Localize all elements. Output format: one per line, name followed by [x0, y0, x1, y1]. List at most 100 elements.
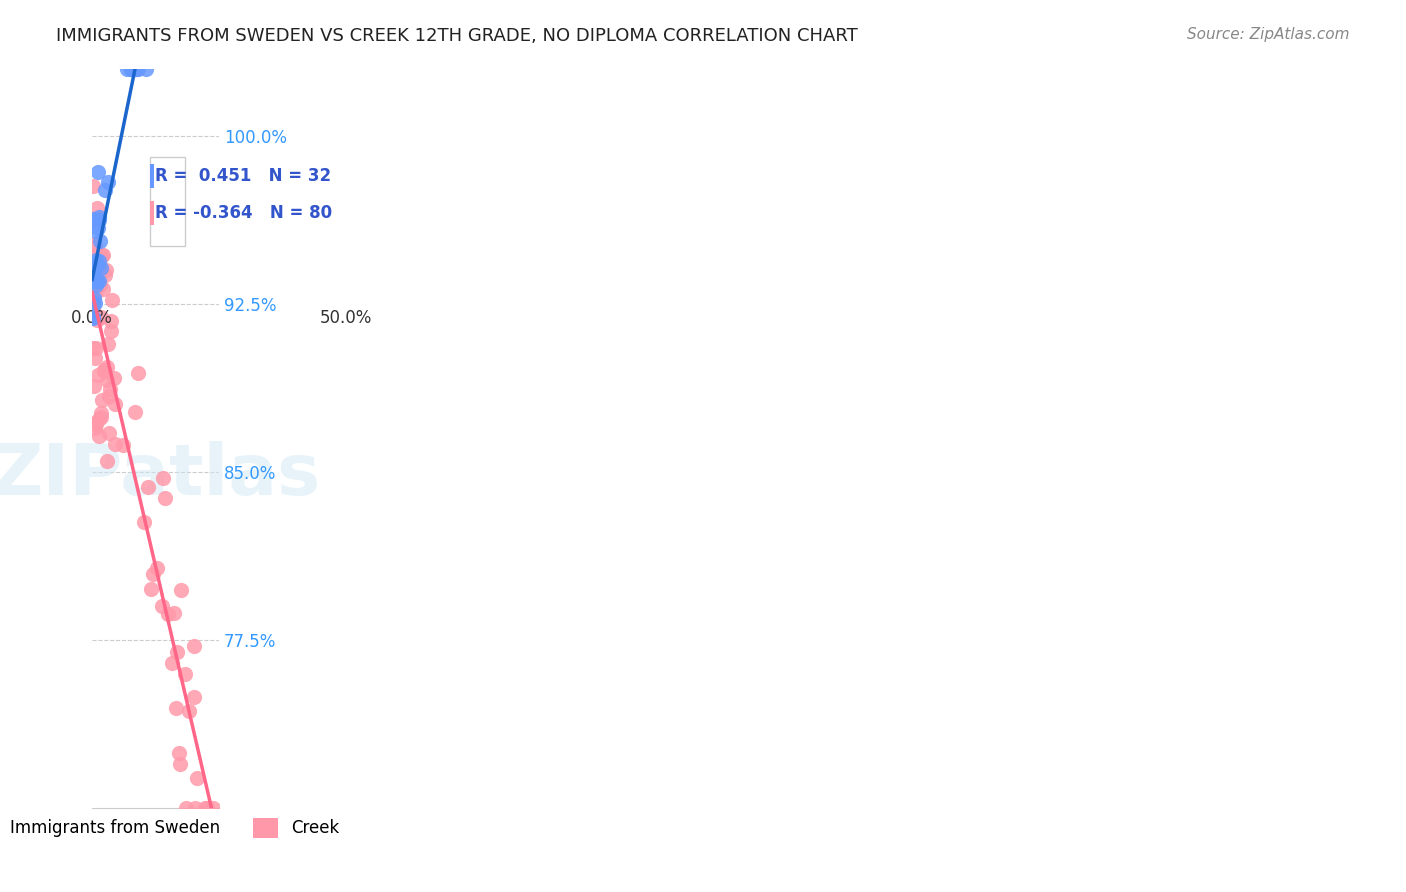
Creek [90, 310, 112, 324]
Creek [194, 801, 217, 815]
Creek [83, 252, 105, 266]
Immigrants from Sweden [97, 175, 120, 189]
Creek [152, 471, 174, 485]
Creek [104, 437, 127, 451]
FancyBboxPatch shape [150, 157, 186, 246]
Creek [100, 314, 122, 328]
Creek [150, 599, 173, 613]
Creek [124, 405, 146, 419]
Creek [162, 656, 184, 670]
Creek [90, 261, 112, 276]
Immigrants from Sweden [115, 62, 138, 76]
Creek [84, 417, 107, 431]
Creek [97, 337, 120, 351]
Creek [163, 606, 186, 620]
Creek [84, 275, 107, 289]
FancyBboxPatch shape [150, 164, 153, 188]
Creek [89, 249, 111, 263]
Creek [166, 645, 188, 659]
Creek [169, 756, 191, 771]
Creek [82, 308, 104, 322]
Immigrants from Sweden [86, 259, 108, 273]
Immigrants from Sweden [120, 62, 142, 76]
Creek [111, 438, 134, 452]
FancyBboxPatch shape [150, 201, 153, 226]
Creek [89, 250, 111, 264]
Creek [153, 491, 176, 505]
Immigrants from Sweden [125, 62, 148, 76]
Immigrants from Sweden [124, 62, 146, 76]
Immigrants from Sweden [86, 274, 108, 288]
Creek [157, 607, 180, 621]
Immigrants from Sweden [82, 310, 104, 325]
Immigrants from Sweden [82, 211, 104, 226]
Creek [91, 248, 114, 262]
Creek [174, 666, 197, 681]
Creek [98, 426, 121, 441]
Creek [93, 364, 115, 378]
Text: 0.0%: 0.0% [72, 309, 112, 327]
Creek [94, 268, 117, 282]
Immigrants from Sweden [83, 274, 105, 288]
Creek [201, 801, 224, 815]
Creek [82, 341, 104, 355]
Creek [127, 366, 149, 380]
Creek [86, 201, 108, 215]
Legend: Immigrants from Sweden, Creek: Immigrants from Sweden, Creek [0, 811, 346, 845]
Creek [83, 249, 105, 263]
Creek [136, 480, 159, 494]
Immigrants from Sweden [84, 296, 107, 310]
Creek [104, 397, 127, 411]
Creek [82, 304, 104, 318]
Immigrants from Sweden [89, 254, 111, 268]
Creek [177, 704, 200, 718]
Creek [84, 287, 107, 301]
Creek [83, 379, 105, 393]
Creek [100, 324, 122, 338]
Creek [183, 801, 205, 815]
Creek [83, 237, 105, 252]
Creek [167, 746, 190, 760]
Immigrants from Sweden [87, 221, 110, 235]
Creek [141, 582, 163, 596]
Creek [183, 639, 205, 653]
Immigrants from Sweden [82, 260, 104, 274]
Creek [165, 700, 187, 714]
Creek [84, 282, 107, 296]
Creek [183, 690, 205, 704]
Creek [90, 410, 112, 425]
Creek [98, 382, 121, 396]
Creek [169, 582, 191, 597]
Text: ZIPatlas: ZIPatlas [0, 441, 321, 510]
Immigrants from Sweden [90, 260, 112, 275]
Creek [90, 405, 112, 419]
Creek [142, 566, 165, 581]
Creek [146, 560, 169, 574]
Creek [91, 247, 114, 261]
Creek [84, 238, 107, 252]
Creek [84, 351, 107, 365]
Immigrants from Sweden [94, 183, 117, 197]
Text: R =  0.451   N = 32: R = 0.451 N = 32 [155, 167, 330, 185]
Immigrants from Sweden [82, 297, 104, 311]
Creek [134, 515, 156, 529]
Creek [84, 341, 107, 355]
Creek [186, 771, 208, 785]
Immigrants from Sweden [84, 224, 107, 238]
Immigrants from Sweden [120, 62, 142, 76]
Immigrants from Sweden [89, 210, 111, 224]
Immigrants from Sweden [135, 62, 157, 76]
Immigrants from Sweden [82, 265, 104, 279]
Text: IMMIGRANTS FROM SWEDEN VS CREEK 12TH GRADE, NO DIPLOMA CORRELATION CHART: IMMIGRANTS FROM SWEDEN VS CREEK 12TH GRA… [56, 27, 858, 45]
Creek [96, 372, 118, 386]
Creek [86, 313, 108, 327]
Creek [96, 359, 118, 374]
Creek [91, 282, 114, 296]
Creek [91, 392, 114, 407]
Creek [84, 417, 107, 431]
Text: R = -0.364   N = 80: R = -0.364 N = 80 [155, 203, 332, 222]
Immigrants from Sweden [87, 165, 110, 179]
Creek [84, 421, 107, 435]
Creek [87, 368, 110, 382]
Creek [174, 801, 197, 815]
